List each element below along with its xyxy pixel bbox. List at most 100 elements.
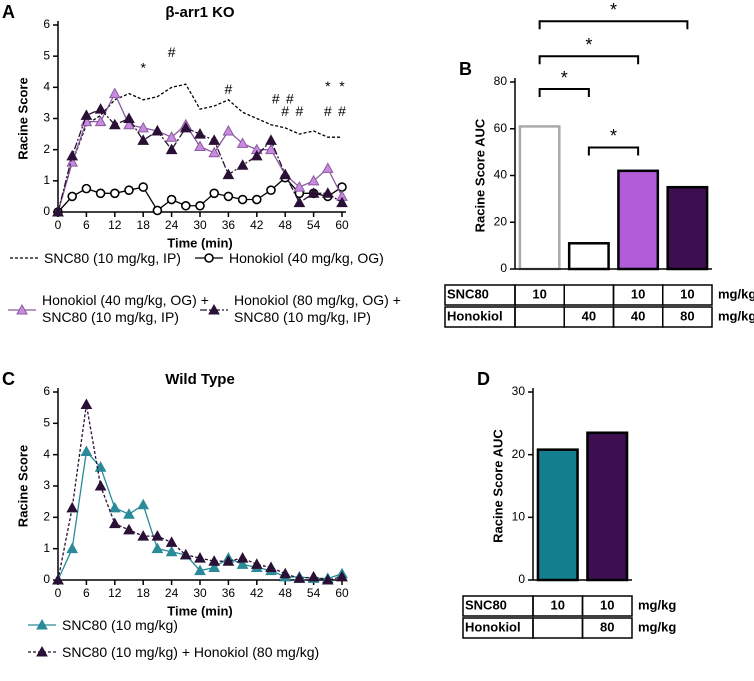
legend-marker (208, 303, 220, 315)
x-tick-label: 6 (83, 218, 90, 232)
annotation: # (296, 103, 304, 119)
legend-marker (16, 303, 28, 315)
table-cell-text: 10 (600, 597, 614, 612)
marker (209, 188, 219, 199)
x-tick-label: 60 (335, 218, 349, 232)
table-row-label: SNC80 (447, 286, 489, 301)
significance-bracket (538, 88, 590, 98)
marker (66, 149, 79, 161)
significance-bracket (538, 55, 640, 65)
y-tick-label: 20 (512, 447, 526, 461)
marker (208, 561, 221, 572)
marker (307, 174, 320, 186)
y-tick-label: 40 (494, 168, 508, 182)
marker (94, 479, 107, 491)
y-tick-label: 0 (518, 572, 525, 586)
marker (137, 121, 150, 133)
chart-title: β-arr1 KO (165, 4, 235, 21)
marker (123, 112, 135, 123)
marker (321, 187, 334, 198)
annotation: * (140, 59, 146, 75)
marker (94, 103, 107, 114)
x-tick-label: 0 (55, 586, 62, 600)
marker (80, 109, 93, 120)
marker (265, 561, 277, 572)
marker (194, 564, 206, 576)
table-unit: mg/kg (638, 597, 676, 612)
marker (108, 118, 121, 130)
marker (165, 143, 178, 155)
marker (222, 555, 235, 566)
legend-marker (36, 645, 48, 657)
marker (250, 149, 263, 161)
y-tick-label: 5 (43, 416, 50, 430)
marker (194, 128, 206, 139)
y-tick-label: 3 (43, 111, 50, 125)
marker (137, 134, 150, 145)
y-tick-label: 4 (43, 447, 50, 461)
marker (165, 131, 178, 142)
table-cell (532, 617, 584, 639)
significance-label: * (610, 0, 617, 20)
annotation: # (281, 103, 289, 119)
marker (250, 558, 263, 569)
significance-label: * (561, 68, 568, 88)
table-cell (581, 595, 633, 617)
marker (95, 188, 106, 199)
y-tick-label: 6 (43, 384, 50, 398)
bar (617, 169, 660, 271)
marker (179, 121, 192, 133)
marker (108, 87, 121, 99)
x-tick-label: 18 (137, 218, 151, 232)
y-tick-label: 0 (43, 572, 50, 586)
annotation: # (338, 103, 346, 119)
bar (518, 125, 561, 271)
bar (567, 242, 610, 271)
marker (66, 501, 79, 513)
x-tick-label: 54 (307, 586, 321, 600)
panel-label: D (477, 369, 490, 389)
annotation: * (339, 78, 345, 94)
y-tick-label: 80 (494, 74, 508, 88)
table-cell (514, 306, 565, 328)
y-axis-label: Racine Score (15, 77, 30, 159)
marker (321, 573, 334, 585)
annotation: # (225, 81, 233, 97)
annotation: # (272, 91, 280, 107)
marker (66, 542, 79, 554)
table-unit: mg/kg (718, 286, 754, 301)
marker (138, 182, 148, 192)
x-axis-label: Time (min) (167, 235, 233, 250)
table-cell-text: 10 (631, 286, 645, 301)
y-axis-label: Racine Score (15, 445, 30, 527)
bar (536, 448, 579, 582)
marker (123, 118, 135, 130)
marker (223, 191, 234, 202)
significance-bracket (587, 146, 640, 156)
marker (165, 545, 178, 557)
marker (237, 194, 248, 205)
legend-label: Honokiol (80 mg/kg, OG) + SNC80 (10 mg/k… (234, 292, 401, 325)
table-unit: mg/kg (638, 619, 676, 634)
y-tick-label: 4 (43, 80, 50, 94)
marker (151, 530, 164, 541)
marker (123, 523, 135, 535)
marker (67, 191, 77, 202)
marker (279, 168, 292, 180)
marker (236, 159, 249, 170)
marker (293, 181, 306, 192)
y-tick-label: 20 (494, 214, 508, 228)
marker (151, 542, 164, 554)
legend-label: SNC80 (10 mg/kg) + Honokiol (80 mg/kg) (62, 644, 320, 660)
bar (666, 185, 709, 271)
legend-label: Honokiol (40 mg/kg, OG) + SNC80 (10 mg/k… (42, 292, 209, 325)
x-tick-label: 54 (307, 218, 321, 232)
marker (179, 548, 192, 560)
marker (251, 194, 262, 205)
x-tick-label: 12 (108, 586, 122, 600)
significance-label: * (610, 126, 617, 146)
marker (236, 558, 249, 569)
marker (108, 517, 121, 529)
